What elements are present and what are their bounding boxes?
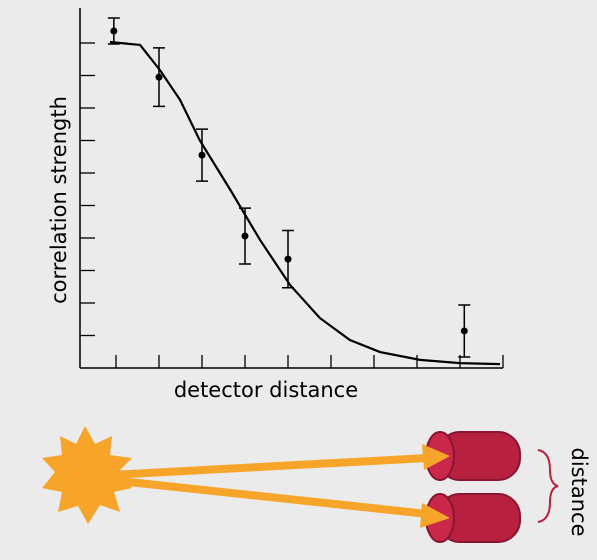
data-point <box>155 73 163 81</box>
data-point <box>284 255 292 263</box>
distance-label: distance <box>567 448 591 537</box>
arrows <box>109 444 450 528</box>
diagram: distance <box>42 426 591 543</box>
y-axis-label: correlation strength <box>47 96 71 304</box>
data-point <box>110 27 118 35</box>
light-source <box>42 426 132 524</box>
fit-line <box>109 40 501 366</box>
x-axis-label: detector distance <box>174 378 358 402</box>
data-point <box>241 232 249 240</box>
data-point <box>198 151 206 159</box>
data-point <box>460 327 468 335</box>
brace <box>537 449 559 523</box>
